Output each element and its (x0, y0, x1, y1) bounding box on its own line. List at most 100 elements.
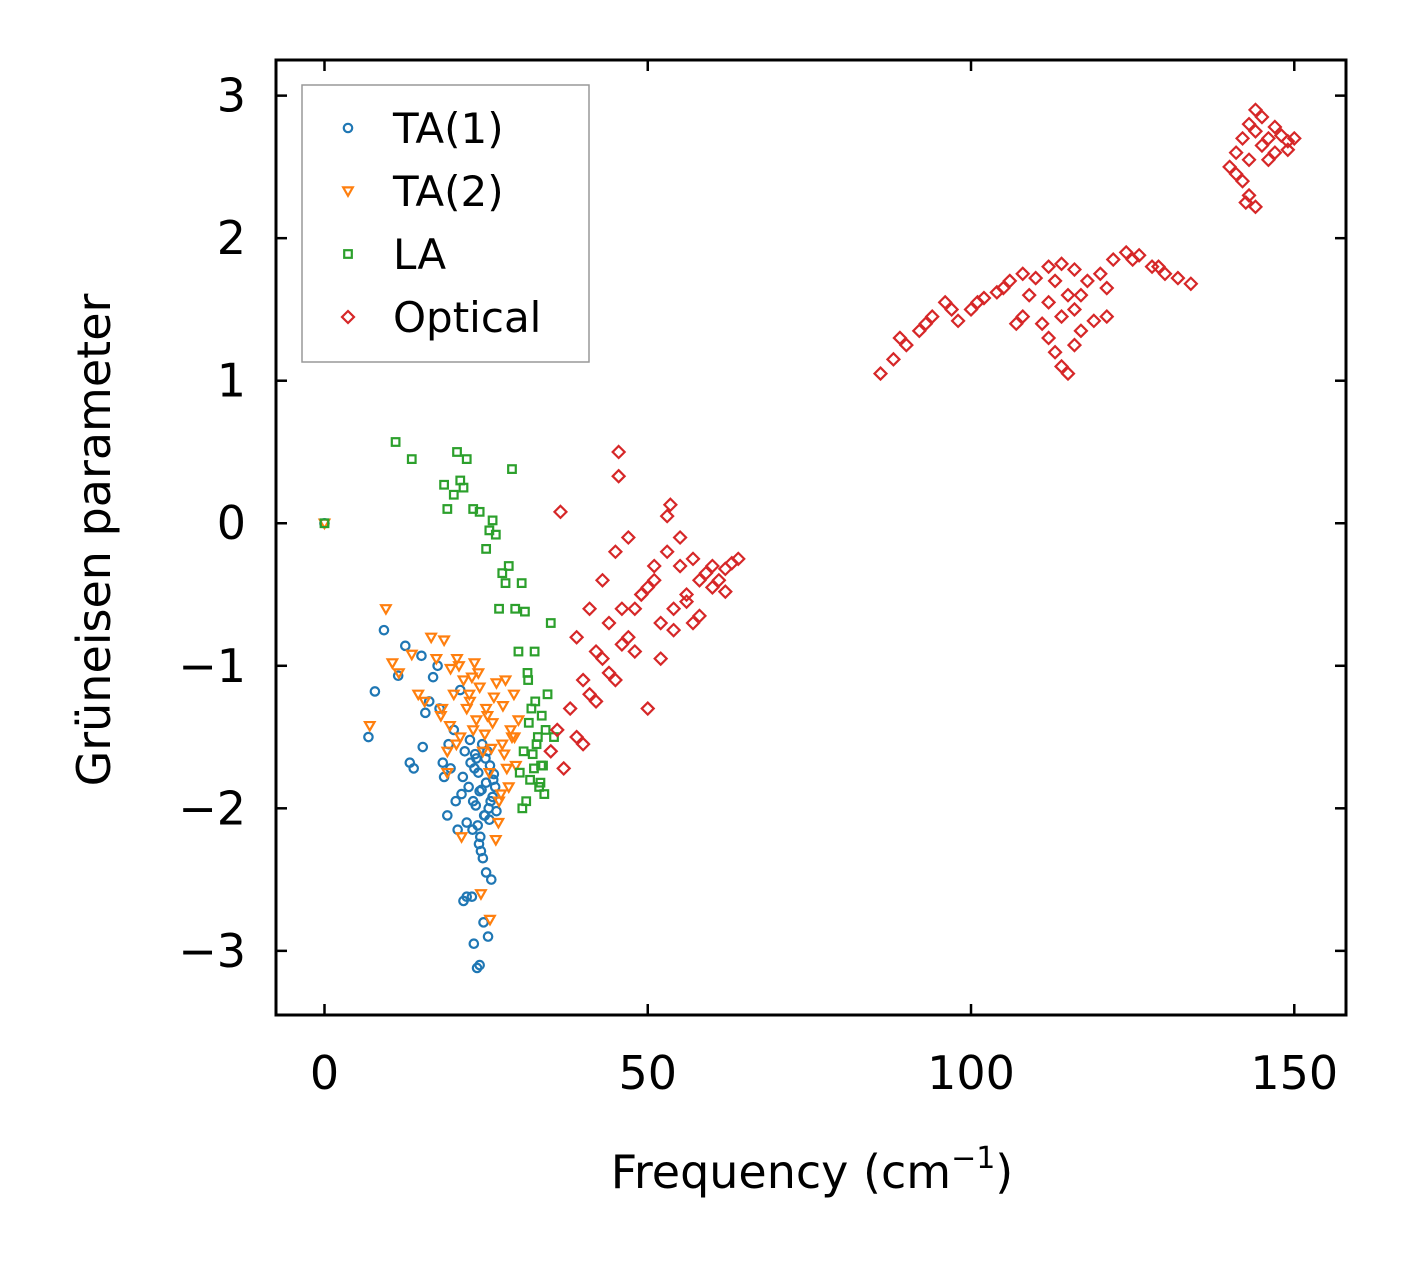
data-point-optical (1228, 145, 1244, 161)
data-point-ta-2 (449, 739, 464, 752)
data-point-la (500, 578, 511, 589)
data-point-optical (569, 729, 585, 745)
data-point-optical (711, 572, 727, 588)
data-point-la (545, 618, 556, 628)
data-point-optical (1238, 194, 1254, 211)
data-point-optical (698, 565, 714, 581)
data-point-optical (594, 651, 611, 667)
data-point-la (487, 515, 498, 526)
data-point-la (439, 479, 449, 490)
data-point-ta-2 (507, 689, 521, 702)
data-point-optical (872, 366, 889, 382)
data-point-ta-1 (461, 891, 473, 902)
data-point-la (529, 646, 540, 657)
data-point-ta-2 (500, 763, 514, 776)
data-point-la (481, 544, 492, 554)
data-point-optical (704, 579, 720, 595)
data-point-la (390, 437, 401, 447)
data-point-optical (659, 508, 675, 524)
data-point-optical (588, 693, 604, 709)
data-point-ta-1 (465, 757, 476, 769)
data-point-optical (662, 497, 678, 513)
data-point-optical (1241, 116, 1257, 132)
data-point-la (517, 803, 528, 814)
data-point-optical (717, 584, 733, 600)
data-point-ta-1 (417, 741, 429, 753)
data-point-optical (1241, 187, 1257, 203)
data-point-optical (898, 337, 914, 353)
data-point-ta-2 (476, 746, 490, 759)
data-point-ta-1 (476, 784, 487, 796)
data-point-la (458, 482, 469, 493)
data-point-la (494, 603, 504, 614)
data-point-ta-2 (443, 720, 457, 733)
tick-layer: 0 50 100 150 −3 −2 −1 0 1 2 3 (178, 60, 1346, 1100)
data-point-optical (950, 313, 966, 329)
data-point-ta-2 (454, 832, 469, 844)
data-point-optical (1002, 273, 1018, 289)
data-point-la (319, 518, 330, 529)
data-point-optical (1280, 142, 1296, 158)
data-point-la (538, 760, 548, 771)
data-point-ta-2 (491, 817, 506, 830)
data-point-optical (1241, 152, 1257, 168)
data-point-ta-1 (408, 763, 420, 774)
data-point-optical (1235, 173, 1251, 189)
series-optical (543, 102, 1302, 776)
data-point-ta-1 (463, 781, 474, 793)
data-point-ta-2 (424, 632, 438, 645)
data-point-optical (1047, 344, 1063, 360)
data-point-ta-2 (467, 658, 482, 670)
data-point-optical (1015, 309, 1031, 325)
data-point-optical (633, 586, 649, 603)
data-point-ta-1 (475, 831, 486, 843)
data-point-optical (562, 700, 578, 717)
data-point-ta-1 (485, 874, 497, 885)
data-point-ta-2 (495, 739, 509, 752)
data-point-ta-2 (440, 746, 455, 759)
data-point-la (503, 561, 514, 571)
data-point-optical (646, 572, 662, 588)
data-point-ta-1 (480, 753, 491, 764)
data-point-optical (1183, 276, 1199, 292)
data-point-optical (594, 572, 611, 588)
data-point-optical (556, 760, 572, 776)
data-point-optical (1247, 199, 1264, 215)
data-point-optical (1086, 313, 1102, 329)
data-point-optical (1092, 266, 1108, 282)
data-point-ta-2 (489, 834, 503, 847)
data-layer (317, 102, 1302, 974)
data-point-la (529, 763, 539, 774)
data-point-optical (1260, 130, 1276, 146)
data-point-optical (1015, 266, 1031, 282)
y-tick-label: −3 (178, 924, 246, 978)
data-point-optical (1286, 130, 1302, 146)
data-point-optical (704, 558, 720, 574)
data-point-ta-2 (450, 653, 464, 666)
data-point-optical (685, 615, 701, 631)
data-point-optical (1222, 159, 1238, 175)
data-point-optical (969, 294, 986, 310)
data-point-la (527, 749, 538, 760)
data-point-ta-2 (405, 649, 419, 662)
data-point-optical (1267, 119, 1283, 135)
data-point-ta-1 (369, 686, 381, 697)
data-point-la (525, 774, 535, 785)
data-point-optical (685, 551, 701, 567)
data-point-ta-2 (485, 718, 500, 730)
data-point-optical (995, 280, 1011, 296)
data-point-ta-1 (464, 734, 476, 746)
data-point-ta-2 (453, 732, 467, 745)
data-point-optical (730, 551, 746, 567)
data-point-ta-1 (461, 817, 473, 828)
data-point-ta-2 (456, 675, 471, 688)
data-point-optical (611, 468, 627, 484)
data-point-optical (666, 601, 682, 617)
data-point-ta-1 (470, 800, 482, 811)
data-point-ta-2 (484, 743, 498, 756)
data-point-la (442, 504, 453, 514)
data-point-optical (666, 622, 682, 638)
data-point-optical (1235, 130, 1251, 146)
data-point-ta-1 (477, 852, 489, 864)
data-point-ta-2 (429, 653, 444, 666)
